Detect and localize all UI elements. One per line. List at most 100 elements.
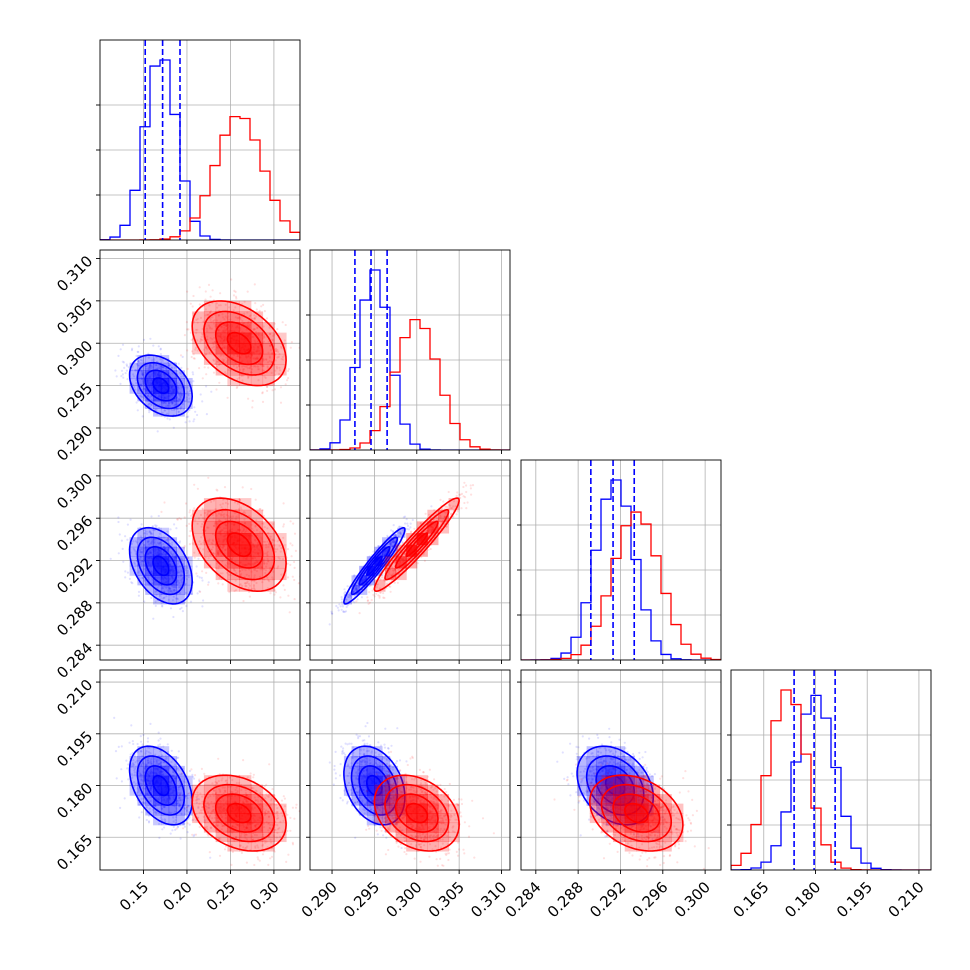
- contour-series-1: [203, 783, 276, 843]
- density-block: [395, 832, 407, 843]
- contour-series-1: [394, 520, 439, 569]
- density-block: [160, 795, 170, 806]
- contour-series-1: [226, 331, 252, 355]
- density-block: [366, 746, 375, 757]
- density-block: [145, 556, 154, 567]
- density-block: [239, 803, 252, 814]
- density-block: [406, 775, 418, 786]
- density-block: [160, 370, 170, 379]
- density-block: [153, 527, 162, 538]
- x-tick-label: 0.210: [885, 878, 928, 921]
- density-block: [406, 544, 418, 557]
- density-block: [262, 822, 275, 833]
- density-block: [184, 565, 193, 576]
- density-block: [192, 322, 205, 334]
- density-block: [382, 756, 391, 767]
- density-block: [613, 803, 626, 814]
- density-block: [274, 832, 287, 843]
- density-block: [184, 785, 193, 796]
- density-block: [153, 756, 162, 767]
- density-block: [382, 556, 391, 567]
- density-block: [137, 575, 146, 586]
- density-block: [416, 784, 428, 795]
- density-block: [227, 332, 240, 344]
- density-block: [176, 594, 185, 605]
- density-block: [389, 775, 398, 787]
- x-tick-label: 0.288: [544, 878, 587, 921]
- panel-frame: [730, 669, 932, 871]
- density-block: [160, 385, 170, 394]
- density-block: [239, 775, 252, 786]
- density-block: [605, 815, 616, 826]
- contour-series-1: [214, 793, 264, 833]
- density-block: [227, 300, 240, 312]
- contour-series-1: [191, 774, 287, 852]
- density-block: [659, 822, 672, 833]
- density-block: [577, 765, 588, 777]
- x-tick-label: 0.300: [383, 878, 426, 921]
- contour-series-1: [203, 310, 276, 376]
- density-block: [203, 784, 217, 795]
- density-block: [382, 537, 391, 548]
- density-block: [153, 355, 162, 364]
- y-tick-label: 0.180: [53, 779, 96, 822]
- density-block: [636, 803, 649, 814]
- density-block: [160, 584, 170, 595]
- density-block: [374, 775, 383, 787]
- density-block: [671, 803, 684, 814]
- x-tick-label: 0.296: [629, 878, 672, 921]
- density-block: [416, 794, 428, 805]
- density-block: [129, 377, 138, 387]
- density-block: [395, 813, 407, 824]
- panel-frame: [309, 669, 511, 871]
- density-block: [250, 813, 264, 824]
- density-block: [647, 794, 661, 805]
- density-block: [416, 533, 428, 546]
- density-block: [215, 332, 228, 344]
- density-block: [250, 521, 264, 534]
- density-block: [589, 803, 602, 814]
- density-block: [647, 822, 661, 833]
- density-block: [395, 803, 407, 814]
- density-block: [416, 841, 428, 852]
- density-block: [215, 832, 228, 843]
- x-tick-label: 0.290: [298, 878, 341, 921]
- panel-frame: [99, 249, 301, 451]
- density-block: [203, 803, 217, 814]
- density-block: [374, 815, 383, 826]
- density-block: [215, 556, 228, 569]
- density-block: [636, 841, 649, 852]
- panel-frame: [99, 669, 301, 871]
- density-block: [160, 565, 170, 576]
- density-block: [605, 805, 616, 816]
- density-block: [192, 521, 205, 534]
- density-block: [227, 813, 240, 824]
- density-block: [129, 556, 138, 567]
- y-tick-label: 0.305: [53, 294, 96, 337]
- density-block: [624, 803, 637, 814]
- density-block: [395, 556, 407, 569]
- density-block: [274, 364, 287, 376]
- density-block: [215, 784, 228, 795]
- density-block: [605, 765, 616, 777]
- density-block: [437, 822, 450, 833]
- x-tick-label: 0.292: [586, 878, 629, 921]
- density-block: [395, 775, 407, 786]
- contour-series-0: [358, 765, 391, 807]
- density-block: [596, 765, 607, 777]
- density-block: [624, 813, 637, 824]
- contour-series-1: [384, 783, 450, 843]
- density-block: [343, 756, 353, 767]
- density-block: [250, 567, 264, 581]
- density-block: [374, 784, 386, 795]
- density-block: [359, 805, 368, 816]
- density-block: [416, 832, 428, 843]
- density-block: [203, 332, 217, 344]
- density-block: [589, 813, 602, 824]
- density-block: [145, 400, 154, 409]
- density-block: [274, 803, 287, 814]
- density-block: [215, 813, 228, 824]
- density-block: [215, 311, 228, 323]
- density-block: [227, 784, 240, 795]
- scatter-panel-3-2: [517, 669, 722, 874]
